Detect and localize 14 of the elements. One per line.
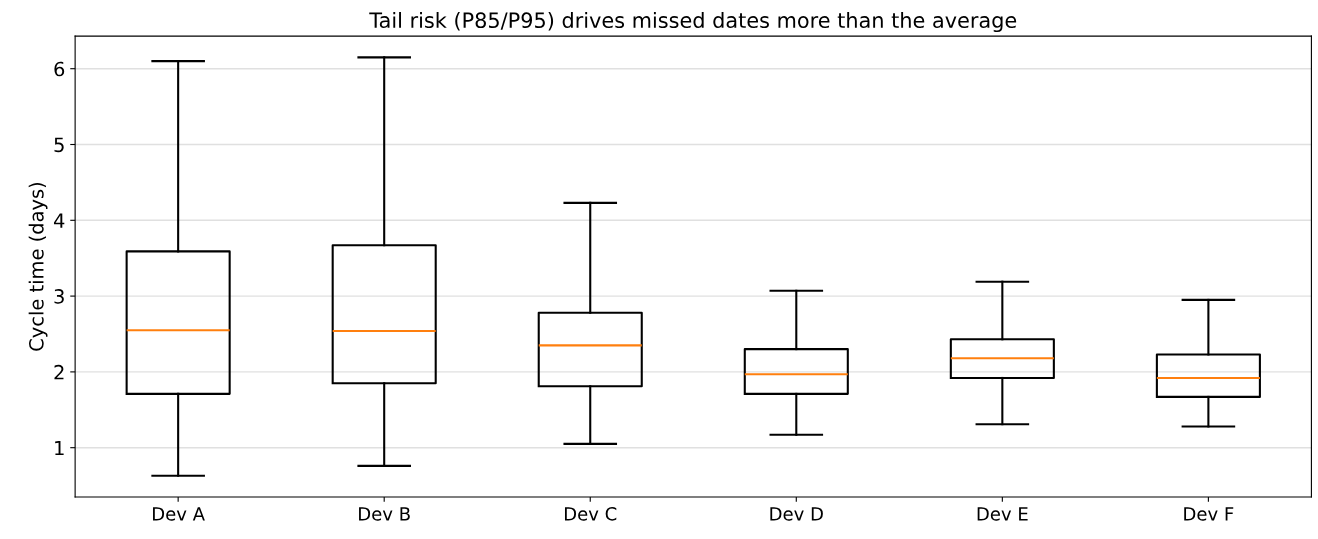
y-tick-label: 3 [54,289,64,304]
x-tick-label: Dev C [564,507,617,521]
x-tick-label: Dev B [359,507,410,521]
x-tick-label: Dev D [770,507,823,521]
y-tick-label: 5 [54,137,64,153]
x-tick-label: Dev E [977,507,1028,521]
y-tick-label: 6 [54,61,65,77]
y-tick-label: 2 [54,364,64,380]
y-tick-label: 1 [55,440,64,456]
y-tick-label: 4 [53,213,65,228]
x-tick-label: Dev A [153,507,205,521]
chart-title: Tail risk (P85/P95) drives missed dates more than the average [369,11,1017,33]
x-tick-label: Dev F [1184,507,1234,521]
y-axis-title: Cycle time (days) [28,182,48,351]
